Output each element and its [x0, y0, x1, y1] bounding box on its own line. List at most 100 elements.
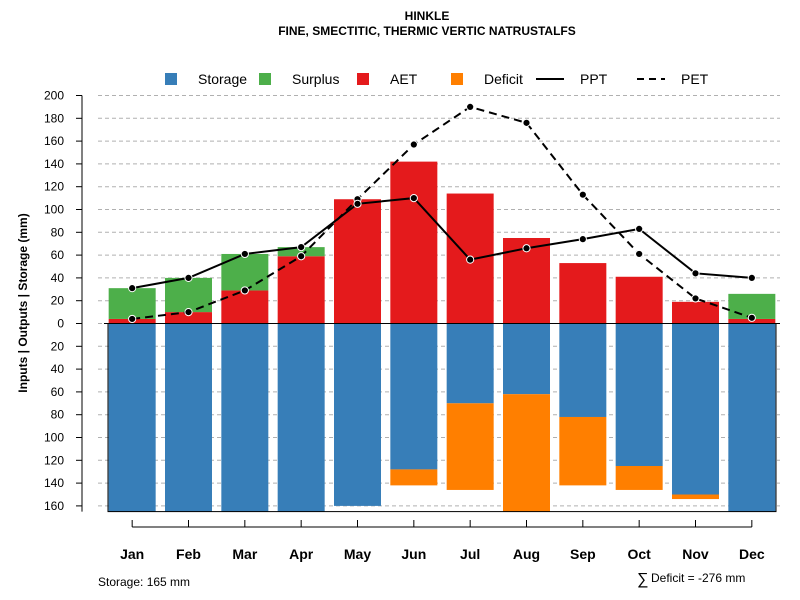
x-tick-label-jul: Jul [460, 546, 480, 562]
x-axis: Jan Feb Mar Apr May Jun Jul Aug Sep Oct Nov Dec [120, 520, 765, 562]
aet-bar-jun [390, 161, 438, 324]
ppt-point-nov [691, 269, 700, 278]
legend-label-pet: PET [681, 71, 709, 87]
ppt-point-sep [578, 235, 587, 244]
pet-point-feb [184, 308, 193, 317]
y-tick-label: 180 [44, 111, 64, 125]
storage-bar-aug [503, 323, 550, 395]
y-tick-label: 20 [51, 294, 65, 308]
legend-label-ppt: PPT [580, 71, 608, 87]
x-tick-label-feb: Feb [176, 546, 201, 562]
x-tick-label-nov: Nov [682, 546, 709, 562]
legend-swatch-surplus [259, 73, 271, 85]
chart-bars [104, 161, 780, 513]
storage-bar-may [334, 323, 381, 506]
storage-bar-apr [277, 323, 325, 512]
x-tick-label-mar: Mar [232, 546, 257, 562]
pet-line [132, 105, 753, 320]
deficit-footnote: Deficit = -276 mm [651, 571, 745, 585]
ppt-point-oct [635, 224, 644, 233]
ppt-point-jun [409, 194, 418, 203]
storage-bar-jan [108, 323, 156, 512]
pet-point-jul [466, 102, 475, 112]
ppt-point-may [353, 199, 362, 208]
aet-bar-feb [165, 312, 212, 324]
storage-bar-mar [221, 323, 269, 512]
legend-label-aet: AET [390, 71, 418, 87]
ppt-point-dec [747, 273, 756, 282]
ppt-point-mar [240, 249, 249, 259]
deficit-bar-jul [446, 403, 494, 490]
storage-footnote: Storage: 165 mm [98, 575, 190, 589]
legend-swatch-aet [357, 73, 369, 85]
y-tick-label: 120 [44, 180, 64, 194]
aet-bar-sep [559, 263, 607, 324]
pet-point-sep [578, 190, 587, 199]
pet-point-jan [128, 314, 137, 324]
ppt-line [131, 197, 752, 290]
storage-bar-jul [446, 323, 494, 404]
y-tick-label: 80 [51, 225, 65, 239]
y-tick-label: 0 [57, 317, 64, 331]
deficit-bar-nov [672, 494, 719, 500]
y-tick-label: 100 [44, 431, 64, 445]
surplus-bar-feb [165, 277, 212, 313]
pet-point-nov [691, 294, 700, 303]
y-tick-label: 120 [44, 453, 64, 467]
pet-point-jun [409, 140, 418, 149]
legend-label-deficit: Deficit [484, 71, 523, 87]
storage-bar-dec [728, 323, 776, 512]
storage-bar-nov [672, 323, 719, 495]
pet-point-apr [297, 252, 306, 261]
storage-bar-feb [165, 323, 212, 512]
x-tick-label-dec: Dec [739, 546, 765, 562]
y-tick-label: 200 [44, 89, 64, 103]
pet-point-aug [522, 118, 531, 127]
y-tick-label: 100 [44, 203, 64, 217]
y-tick-label: 140 [44, 476, 64, 490]
deficit-bar-aug [503, 394, 550, 512]
aet-bar-oct [615, 276, 663, 324]
x-tick-label-apr: Apr [289, 546, 314, 562]
chart-lines [128, 102, 756, 324]
y-tick-label: 80 [51, 408, 65, 422]
deficit-bar-sep [559, 416, 607, 486]
y-tick-label: 60 [51, 248, 65, 262]
y-tick-label: 160 [44, 134, 64, 148]
legend-label-storage: Storage [198, 71, 247, 87]
surplus-bar-mar [221, 253, 269, 291]
ppt-point-apr [297, 243, 306, 252]
storage-capacity-frame [107, 323, 777, 513]
aet-bar-mar [221, 290, 269, 324]
y-tick-label: 20 [51, 339, 65, 353]
y-tick-label: 140 [44, 157, 64, 171]
ppt-point-aug [522, 244, 531, 253]
aet-bar-apr [277, 256, 325, 324]
x-tick-label-sep: Sep [570, 546, 596, 562]
deficit-bar-jun [390, 469, 438, 486]
chart-title: HINKLE [405, 9, 450, 23]
ppt-point-jan [128, 284, 137, 293]
surplus-bar-apr [277, 247, 325, 257]
aet-bar-nov [672, 301, 719, 324]
aet-bar-may [334, 199, 381, 324]
y-axis: 2001801601401201008060402002040608010012… [44, 89, 83, 513]
sum-icon: ∑ [637, 571, 648, 588]
ppt-point-feb [184, 273, 193, 282]
pet-point-mar [240, 286, 249, 295]
x-tick-label-jun: Jun [401, 546, 426, 562]
legend-swatch-storage [165, 73, 177, 85]
y-axis-label: Inputs | Outputs | Storage (mm) [16, 213, 30, 392]
y-tick-label: 40 [51, 271, 65, 285]
x-tick-label-may: May [344, 546, 371, 562]
x-tick-label-jan: Jan [120, 546, 144, 562]
ppt-point-jul [466, 255, 475, 264]
y-tick-label: 160 [44, 499, 64, 513]
deficit-bar-oct [615, 466, 663, 490]
pet-point-dec [747, 313, 756, 322]
y-tick-label: 60 [51, 385, 65, 399]
storage-bar-oct [615, 323, 663, 466]
x-tick-label-oct: Oct [627, 546, 651, 562]
x-tick-label-aug: Aug [513, 546, 540, 562]
